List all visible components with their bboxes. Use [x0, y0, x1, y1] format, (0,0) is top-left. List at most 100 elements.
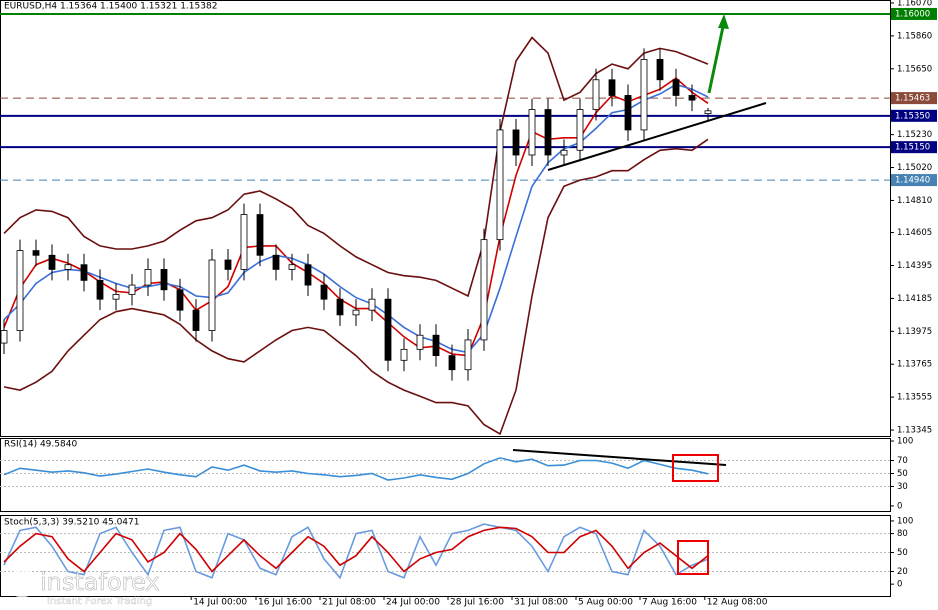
y-tick-label: 100 — [897, 437, 913, 447]
y-tick-label: 1.14605 — [897, 228, 932, 238]
y-tick-label: 1.15860 — [897, 31, 932, 41]
y-tick-label: 80 — [897, 529, 908, 539]
candle-body — [208, 259, 216, 331]
y-tick-label: 0 — [897, 580, 902, 590]
candle-body — [240, 214, 248, 270]
rsi-panel — [0, 438, 891, 512]
y-tick-label: 1.16070 — [897, 0, 932, 8]
candle-body — [576, 109, 584, 151]
y-tick-label: 1.15230 — [897, 130, 932, 140]
y-tick-label: 70 — [897, 456, 908, 466]
candle-body — [352, 309, 360, 316]
y-tick-label: 50 — [897, 548, 908, 558]
x-tick-label: 7 Aug 16:00 — [642, 598, 697, 608]
indicator-line — [3, 36, 709, 298]
y-tick-label: 1.15020 — [897, 163, 932, 173]
trendline — [512, 449, 727, 466]
level-label: 1.14940 — [895, 176, 930, 186]
level-label-box — [891, 7, 937, 20]
candle-body — [640, 58, 648, 131]
y-tick-label: 1.14810 — [897, 196, 932, 206]
candle-body — [480, 239, 488, 341]
candle-body — [256, 214, 264, 256]
candle-body — [80, 264, 88, 281]
y-tick-label: 1.13765 — [897, 360, 932, 370]
x-tick-label: 31 Jul 08:00 — [514, 598, 568, 608]
candle-body — [48, 254, 56, 270]
candle-body — [544, 109, 552, 156]
arrow — [707, 21, 726, 94]
level-label-box — [891, 109, 937, 122]
indicator-line — [3, 457, 709, 481]
rsi-title: RSI(14) 49.5840 — [4, 440, 77, 450]
y-tick-label: 1.13345 — [897, 426, 932, 436]
price-panel — [0, 0, 891, 437]
candle-body — [688, 95, 696, 101]
candle-body — [192, 309, 200, 331]
candle-body — [336, 298, 344, 316]
candle-body — [112, 294, 120, 300]
indicator-line — [3, 526, 709, 573]
y-tick-label: 50 — [897, 469, 908, 479]
x-tick-label: 28 Jul 16:00 — [450, 598, 504, 608]
indicator-line — [3, 138, 709, 436]
y-tick-label: 1.13975 — [897, 327, 932, 337]
stoch-panel — [0, 515, 891, 597]
candle-body — [560, 149, 568, 156]
candle-body — [224, 259, 232, 270]
candle-body — [384, 298, 392, 361]
y-tick-label: 1.14185 — [897, 294, 932, 304]
watermark-brand: instaforex — [40, 568, 160, 596]
candle-body — [176, 289, 184, 311]
level-label: 1.15150 — [895, 143, 930, 153]
x-tick-label: 12 Aug 08:00 — [707, 598, 768, 608]
candle-body — [144, 269, 152, 286]
x-tick-label: 24 Jul 00:00 — [386, 598, 440, 608]
candle-body — [448, 355, 456, 371]
candle-body — [160, 269, 168, 291]
candle-body — [672, 79, 680, 96]
candle-body — [64, 264, 72, 270]
watermark-logo — [7, 568, 37, 598]
candle-body — [96, 279, 104, 300]
indicator-line — [3, 83, 709, 354]
candle-body — [0, 330, 8, 344]
y-tick-label: 1.13555 — [897, 393, 932, 403]
candle-body — [320, 284, 328, 300]
x-tick-label: 16 Jul 16:00 — [258, 598, 312, 608]
candle-body — [272, 254, 280, 270]
trendline — [547, 102, 767, 171]
candle-body — [16, 250, 24, 331]
candle-body — [32, 250, 40, 256]
candle-body — [128, 284, 136, 295]
highlight-box — [677, 540, 709, 575]
candle-body — [400, 348, 408, 361]
x-tick-label: 5 Aug 00:00 — [578, 598, 633, 608]
arrow-head — [718, 14, 729, 29]
highlight-box — [672, 454, 719, 482]
level-label: 1.15350 — [895, 111, 930, 121]
candle-body — [624, 95, 632, 131]
watermark-tagline: Instant Forex Trading — [47, 596, 152, 607]
candle-body — [608, 79, 616, 96]
candle-body — [432, 334, 440, 357]
y-tick-label: 1.15650 — [897, 64, 932, 74]
candle-body — [416, 334, 424, 350]
x-tick-label: 14 Jul 00:00 — [193, 598, 247, 608]
candle-body — [512, 129, 520, 156]
y-tick-label: 0 — [897, 501, 902, 511]
level-label-box — [891, 92, 937, 105]
watermark: instaforex Instant Forex Trading — [7, 568, 160, 607]
level-label: 1.16000 — [895, 9, 930, 19]
y-tick-label: 20 — [897, 567, 908, 577]
y-tick-label: 1.14395 — [897, 261, 932, 271]
candle-body — [496, 129, 504, 241]
candle-body — [592, 79, 600, 110]
level-label-box — [891, 174, 937, 187]
y-tick-label: 30 — [897, 482, 908, 492]
candle-body — [304, 264, 312, 286]
stoch-title: Stoch(5,3,3) 39.5210 45.0471 — [4, 518, 139, 528]
level-label-box — [891, 141, 937, 154]
